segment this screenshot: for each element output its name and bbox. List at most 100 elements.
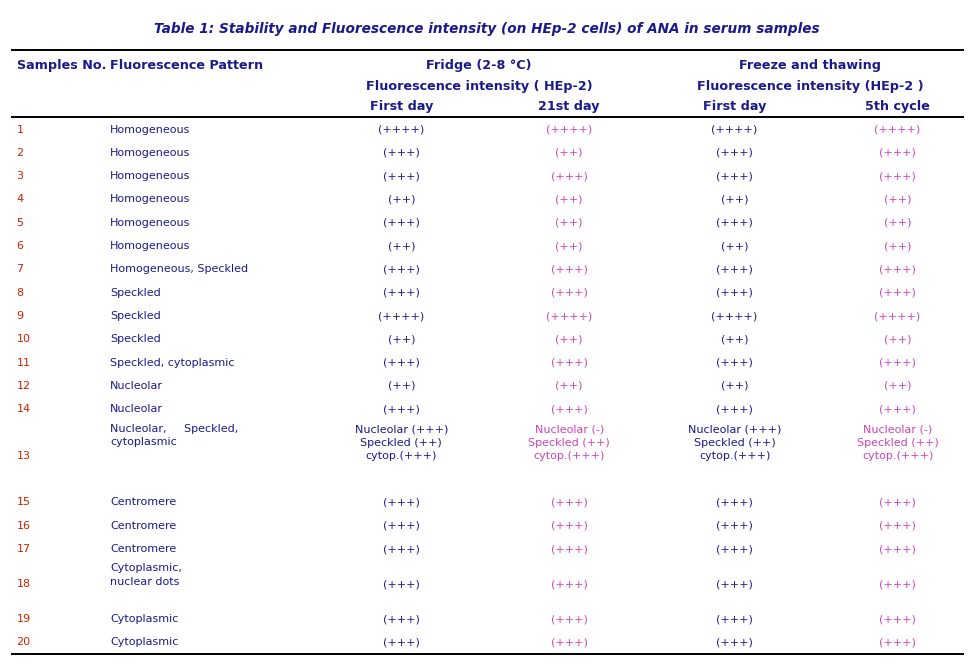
Text: (+++): (+++) xyxy=(716,614,753,624)
Text: (+++): (+++) xyxy=(716,264,753,274)
Text: (+++): (+++) xyxy=(383,614,419,624)
Text: Speckled: Speckled xyxy=(110,311,161,321)
Text: (+++): (+++) xyxy=(880,148,916,158)
Text: (+++): (+++) xyxy=(383,579,419,589)
Text: (++): (++) xyxy=(721,334,748,344)
Text: Cytoplasmic,
nuclear dots: Cytoplasmic, nuclear dots xyxy=(110,563,182,587)
Text: (+++): (+++) xyxy=(551,498,588,507)
Text: 5: 5 xyxy=(17,218,23,228)
Text: Homogeneous: Homogeneous xyxy=(110,171,191,181)
Text: (+++): (+++) xyxy=(383,148,419,158)
Text: (+++): (+++) xyxy=(383,637,419,647)
Text: Centromere: Centromere xyxy=(110,498,176,507)
Text: (+++): (+++) xyxy=(716,171,753,181)
Text: 14: 14 xyxy=(17,404,31,414)
Text: (++): (++) xyxy=(883,381,912,391)
Text: (++): (++) xyxy=(556,218,583,228)
Text: (+++): (+++) xyxy=(716,521,753,531)
Text: Cytoplasmic: Cytoplasmic xyxy=(110,614,178,624)
Text: (+++): (+++) xyxy=(383,264,419,274)
Text: (+++): (+++) xyxy=(383,288,419,298)
Text: (++++): (++++) xyxy=(711,311,758,321)
Text: (+++): (+++) xyxy=(880,358,916,368)
Text: (++++): (++++) xyxy=(378,311,424,321)
Text: (+++): (+++) xyxy=(880,614,916,624)
Text: (+++): (+++) xyxy=(551,614,588,624)
Text: Homogeneous, Speckled: Homogeneous, Speckled xyxy=(110,264,248,274)
Text: (+++): (+++) xyxy=(716,579,753,589)
Text: Fluorescence Pattern: Fluorescence Pattern xyxy=(110,59,263,72)
Text: (+++): (+++) xyxy=(383,171,419,181)
Text: (+++): (+++) xyxy=(880,637,916,647)
Text: Freeze and thawing: Freeze and thawing xyxy=(739,59,881,72)
Text: Cytoplasmic: Cytoplasmic xyxy=(110,637,178,647)
Text: (+++): (+++) xyxy=(716,498,753,507)
Text: 17: 17 xyxy=(17,544,31,554)
Text: (++): (++) xyxy=(387,194,415,204)
Text: (+++): (+++) xyxy=(716,404,753,414)
Text: (+++): (+++) xyxy=(880,264,916,274)
Text: 15: 15 xyxy=(17,498,30,507)
Text: Homogeneous: Homogeneous xyxy=(110,241,191,251)
Text: (++): (++) xyxy=(883,241,912,251)
Text: 1: 1 xyxy=(17,125,23,135)
Text: (++): (++) xyxy=(387,381,415,391)
Text: (+++): (+++) xyxy=(716,218,753,228)
Text: (+++): (+++) xyxy=(716,637,753,647)
Text: Fluorescence intensity ( HEp-2): Fluorescence intensity ( HEp-2) xyxy=(366,80,593,93)
Text: (++): (++) xyxy=(883,334,912,344)
Text: Nucleolar (-)
Speckled (++)
cytop.(+++): Nucleolar (-) Speckled (++) cytop.(+++) xyxy=(528,425,610,462)
Text: 9: 9 xyxy=(17,311,23,321)
Text: (++): (++) xyxy=(883,218,912,228)
Text: Homogeneous: Homogeneous xyxy=(110,125,191,135)
Text: (++++): (++++) xyxy=(875,311,920,321)
Text: (+++): (+++) xyxy=(383,218,419,228)
Text: (+++): (+++) xyxy=(551,404,588,414)
Text: (+++): (+++) xyxy=(551,579,588,589)
Text: 6: 6 xyxy=(17,241,23,251)
Text: (++++): (++++) xyxy=(711,125,758,135)
Text: (++): (++) xyxy=(556,381,583,391)
Text: (+++): (+++) xyxy=(383,358,419,368)
Text: (+++): (+++) xyxy=(551,544,588,554)
Text: (+++): (+++) xyxy=(383,521,419,531)
Text: (+++): (+++) xyxy=(716,148,753,158)
Text: (++): (++) xyxy=(556,194,583,204)
Text: Fridge (2-8 °C): Fridge (2-8 °C) xyxy=(426,59,532,72)
Text: 16: 16 xyxy=(17,521,30,531)
Text: (+++): (+++) xyxy=(716,288,753,298)
Text: (+++): (+++) xyxy=(551,288,588,298)
Text: First day: First day xyxy=(703,100,767,113)
Text: Nucleolar (+++)
Speckled (++)
cytop.(+++): Nucleolar (+++) Speckled (++) cytop.(+++… xyxy=(355,425,448,462)
Text: Nucleolar (+++)
Speckled (++)
cytop.(+++): Nucleolar (+++) Speckled (++) cytop.(+++… xyxy=(688,425,781,462)
Text: Homogeneous: Homogeneous xyxy=(110,148,191,158)
Text: Centromere: Centromere xyxy=(110,521,176,531)
Text: (++): (++) xyxy=(721,194,748,204)
Text: 8: 8 xyxy=(17,288,23,298)
Text: Nucleolar: Nucleolar xyxy=(110,404,162,414)
Text: 11: 11 xyxy=(17,358,30,368)
Text: Nucleolar (-)
Speckled (++)
cytop.(+++): Nucleolar (-) Speckled (++) cytop.(+++) xyxy=(856,425,939,462)
Text: (+++): (+++) xyxy=(880,498,916,507)
Text: (+++): (+++) xyxy=(716,544,753,554)
Text: Speckled: Speckled xyxy=(110,334,161,344)
Text: (++++): (++++) xyxy=(875,125,920,135)
Text: (+++): (+++) xyxy=(880,171,916,181)
Text: (++++): (++++) xyxy=(546,125,593,135)
Text: (++): (++) xyxy=(721,381,748,391)
Text: Speckled: Speckled xyxy=(110,288,161,298)
Text: Table 1: Stability and Fluorescence intensity (on HEp-2 cells) of ANA in serum s: Table 1: Stability and Fluorescence inte… xyxy=(154,22,819,36)
Text: Samples No.: Samples No. xyxy=(17,59,106,72)
Text: (+++): (+++) xyxy=(383,544,419,554)
Text: Centromere: Centromere xyxy=(110,544,176,554)
Text: (+++): (+++) xyxy=(383,498,419,507)
Text: (++++): (++++) xyxy=(378,125,424,135)
Text: 5th cycle: 5th cycle xyxy=(865,100,930,113)
Text: (+++): (+++) xyxy=(880,288,916,298)
Text: 13: 13 xyxy=(17,451,30,461)
Text: Nucleolar: Nucleolar xyxy=(110,381,162,391)
Text: (++): (++) xyxy=(556,148,583,158)
Text: (++): (++) xyxy=(721,241,748,251)
Text: Nucleolar,     Speckled,
cytoplasmic: Nucleolar, Speckled, cytoplasmic xyxy=(110,424,238,447)
Text: (+++): (+++) xyxy=(551,358,588,368)
